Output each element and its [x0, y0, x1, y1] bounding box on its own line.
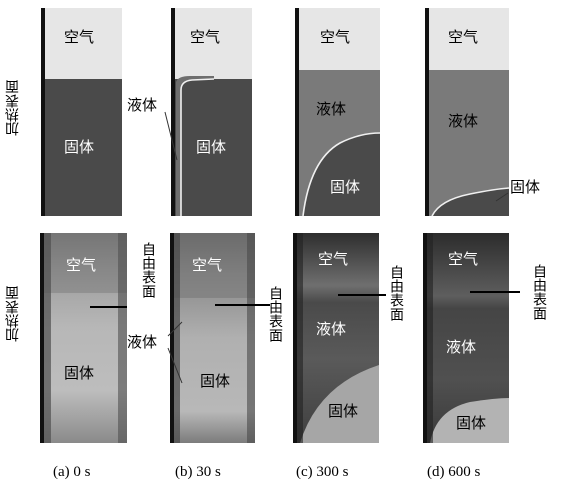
- heated-wall: [170, 233, 174, 443]
- photo-panel-c: [293, 233, 386, 443]
- photo-panel-a: [40, 233, 127, 443]
- label-free-surface-b: 自由表面: [267, 286, 283, 342]
- label-solid-d: 固体: [510, 178, 541, 196]
- caption-b: (b) 30 s: [175, 464, 221, 480]
- interface-line: [302, 132, 381, 217]
- heated-wall: [295, 8, 299, 216]
- liquid-region: [176, 76, 214, 216]
- solid-region: [43, 79, 122, 216]
- frame-left: [42, 233, 51, 443]
- frame-left: [425, 233, 433, 443]
- label-solid-c: 固体: [330, 178, 361, 196]
- air-region: [297, 8, 380, 70]
- label-free-surface-a: 自由表面: [140, 242, 156, 298]
- label-air-a-photo: 空气: [66, 256, 97, 274]
- frame-left: [295, 233, 303, 443]
- label-heated-surface-bottom: 加热表面: [5, 286, 21, 342]
- label-free-surface-c: 自由表面: [388, 265, 404, 321]
- heated-wall: [425, 8, 429, 216]
- label-air-d-photo: 空气: [448, 250, 479, 268]
- label-liquid-d: 液体: [448, 112, 479, 130]
- air-region: [427, 8, 509, 70]
- heated-wall: [40, 233, 44, 443]
- solid-region: [430, 398, 509, 443]
- solid-region: [300, 365, 379, 443]
- heated-wall: [423, 233, 427, 443]
- liquid-leader: [164, 111, 178, 161]
- solid-leader: [495, 192, 509, 202]
- label-liquid-c-photo: 液体: [316, 320, 347, 338]
- label-solid-b: 固体: [196, 138, 227, 156]
- photo-panel-b: [167, 233, 270, 443]
- label-heated-surface-top: 加热表面: [5, 80, 21, 136]
- solid-region: [432, 188, 509, 216]
- label-solid-d-photo: 固体: [456, 414, 487, 432]
- label-liquid-c: 液体: [316, 100, 347, 118]
- heated-wall: [41, 8, 45, 216]
- liquid-leader: [167, 347, 183, 384]
- frame-left: [172, 233, 180, 443]
- caption-d: (d) 600 s: [427, 464, 481, 480]
- label-solid-a: 固体: [64, 138, 95, 156]
- air-region: [43, 8, 122, 79]
- photo-panel-d: [423, 233, 520, 443]
- air-zone: [42, 233, 127, 293]
- solid-region: [303, 133, 380, 216]
- heated-wall: [293, 233, 297, 443]
- label-solid-a-photo: 固体: [64, 364, 95, 382]
- label-liquid-b-photo: 液体: [127, 333, 158, 351]
- sim-panel-a: [41, 8, 122, 216]
- solid-region: [173, 79, 252, 216]
- air-region: [173, 8, 252, 79]
- label-air-b: 空气: [190, 28, 221, 46]
- caption-c: (c) 300 s: [296, 464, 349, 480]
- label-air-b-photo: 空气: [192, 256, 223, 274]
- caption-a: (a) 0 s: [53, 464, 91, 480]
- label-liquid-b: 液体: [127, 96, 158, 114]
- label-solid-b-photo: 固体: [200, 372, 231, 390]
- frame-right: [247, 233, 255, 443]
- label-solid-c-photo: 固体: [328, 402, 359, 420]
- label-free-surface-d: 自由表面: [531, 264, 547, 320]
- liquid-leader: [167, 321, 183, 337]
- label-air-d: 空气: [448, 28, 479, 46]
- interface-line: [431, 187, 510, 217]
- label-air-c: 空气: [320, 28, 351, 46]
- interface-line: [180, 78, 215, 216]
- heated-wall: [171, 8, 175, 216]
- sim-panel-b: [164, 8, 252, 216]
- air-zone: [172, 233, 255, 298]
- label-liquid-d-photo: 液体: [446, 338, 477, 356]
- sim-panel-d: [425, 8, 510, 217]
- label-air-a: 空气: [64, 28, 95, 46]
- sim-panel-c: [295, 8, 381, 217]
- frame-right: [118, 233, 127, 443]
- label-air-c-photo: 空气: [318, 250, 349, 268]
